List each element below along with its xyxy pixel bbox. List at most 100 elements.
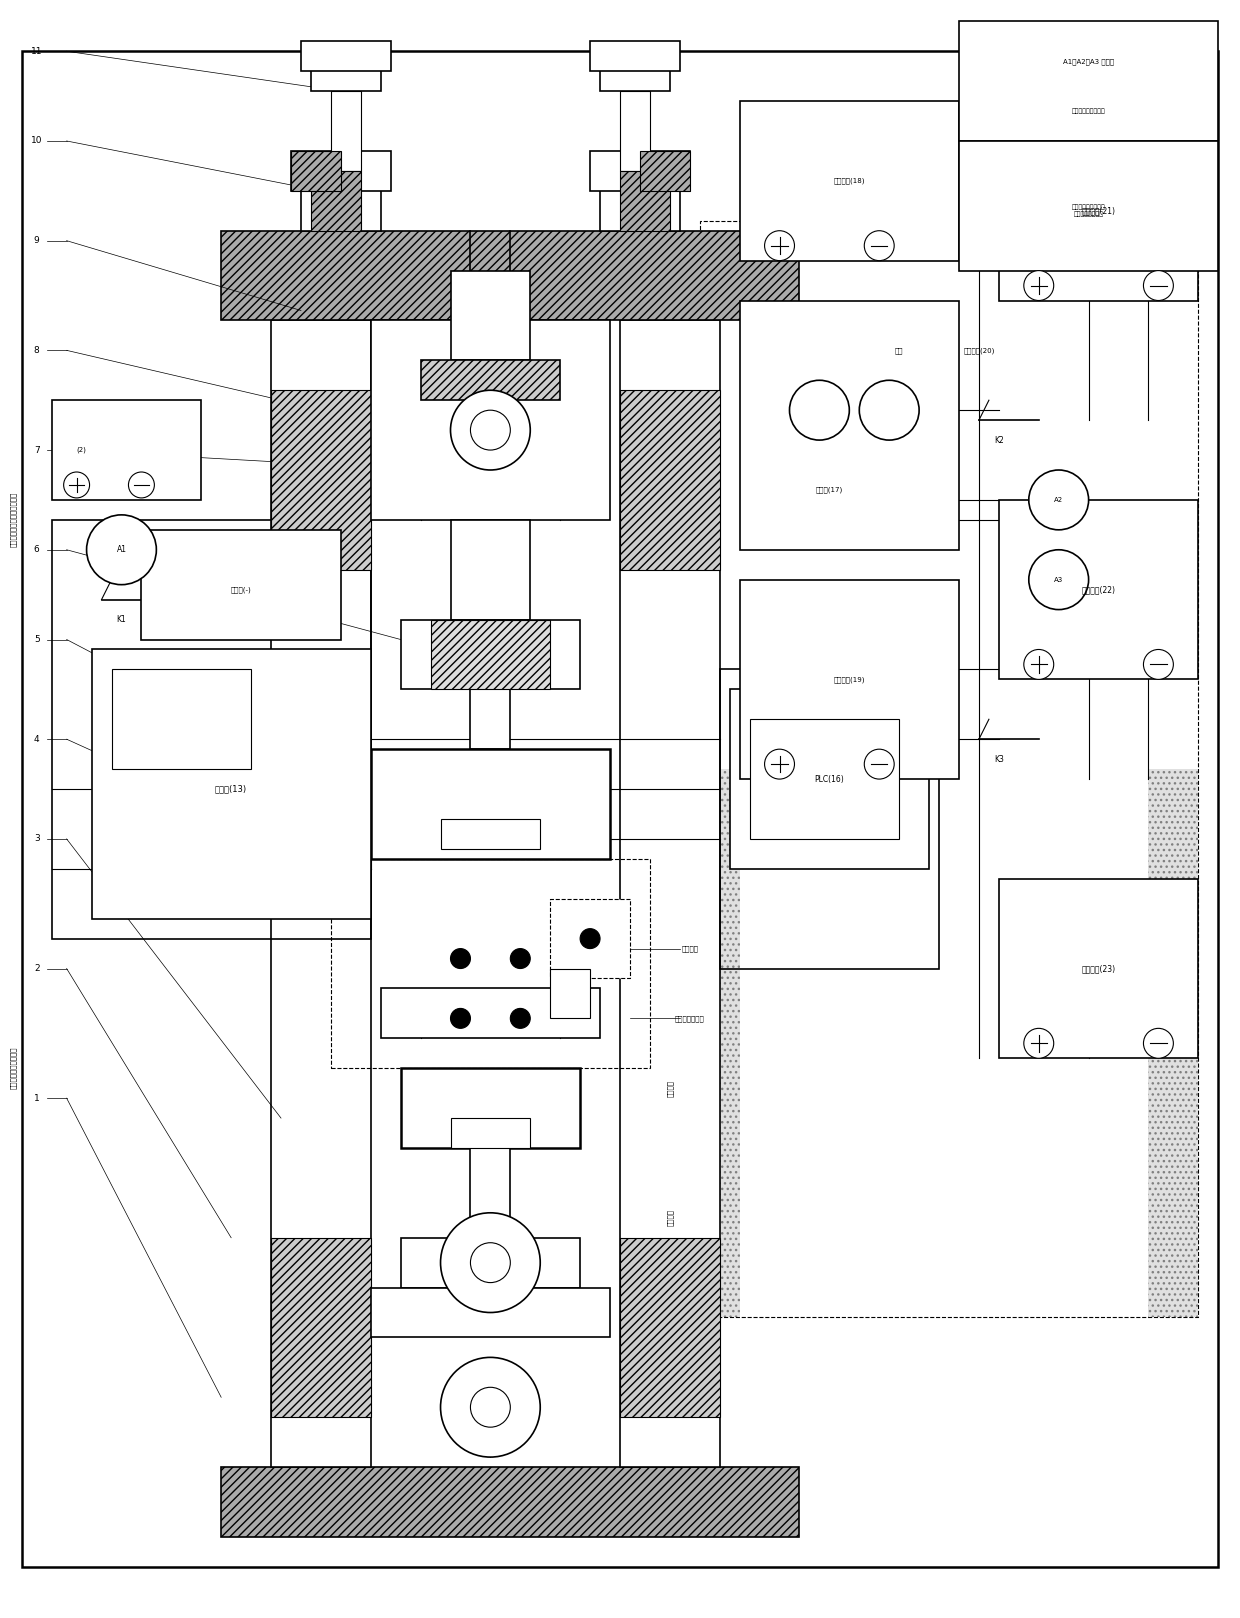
- Bar: [551, 969, 590, 1018]
- Bar: [450, 270, 531, 361]
- Bar: [430, 620, 551, 689]
- Circle shape: [765, 749, 795, 780]
- Bar: [999, 121, 1198, 301]
- Bar: [141, 529, 341, 639]
- Bar: [470, 689, 511, 749]
- Bar: [699, 220, 1198, 1317]
- Circle shape: [450, 390, 531, 469]
- Circle shape: [580, 929, 600, 948]
- Circle shape: [1143, 270, 1173, 301]
- Text: 土壤介质: 土壤介质: [667, 1079, 673, 1097]
- Text: A3: A3: [1054, 576, 1064, 582]
- Text: 直流电源(21): 直流电源(21): [1081, 205, 1116, 215]
- Text: (2): (2): [77, 447, 87, 453]
- Bar: [291, 150, 341, 191]
- Bar: [959, 21, 1218, 141]
- Bar: [221, 1468, 800, 1537]
- Bar: [739, 301, 959, 550]
- Text: 9: 9: [33, 236, 40, 246]
- Text: 土壤介质: 土壤介质: [667, 1209, 673, 1226]
- Text: A2: A2: [1054, 497, 1063, 503]
- Bar: [450, 519, 531, 620]
- Bar: [750, 720, 899, 838]
- Bar: [999, 500, 1198, 680]
- Text: 8: 8: [33, 346, 40, 354]
- Bar: [272, 390, 371, 570]
- Text: A1、A2、A3 电流表: A1、A2、A3 电流表: [1063, 58, 1115, 65]
- Circle shape: [440, 1214, 541, 1312]
- Circle shape: [511, 948, 531, 969]
- Circle shape: [1029, 469, 1089, 529]
- Bar: [381, 989, 600, 1039]
- Bar: [221, 231, 800, 320]
- Bar: [311, 52, 381, 91]
- Text: 腐蚀槽(17): 腐蚀槽(17): [816, 487, 843, 493]
- Text: 工作电极: 工作电极: [681, 945, 698, 951]
- Bar: [640, 150, 689, 191]
- Bar: [401, 620, 580, 689]
- Bar: [272, 320, 371, 1468]
- Circle shape: [1143, 649, 1173, 680]
- Text: 杂散电流腐蚀测试系统: 杂散电流腐蚀测试系统: [10, 1047, 17, 1089]
- Circle shape: [864, 749, 894, 780]
- Text: K3: K3: [994, 754, 1004, 764]
- Bar: [739, 579, 959, 780]
- Bar: [311, 172, 361, 231]
- Bar: [959, 141, 1218, 270]
- Bar: [420, 361, 560, 400]
- Text: 6: 6: [33, 545, 40, 555]
- Circle shape: [864, 231, 894, 260]
- Text: 参比电极(19): 参比电极(19): [833, 676, 866, 683]
- Text: 电量仪(13): 电量仪(13): [215, 785, 247, 793]
- Bar: [620, 1238, 719, 1417]
- Bar: [470, 1149, 511, 1238]
- Circle shape: [790, 380, 849, 440]
- Bar: [301, 42, 391, 71]
- Bar: [331, 91, 361, 172]
- Circle shape: [470, 1243, 511, 1283]
- Text: 2: 2: [33, 964, 40, 972]
- Bar: [371, 749, 610, 859]
- Bar: [371, 320, 610, 519]
- Text: 辅助电极(18): 辅助电极(18): [833, 178, 866, 184]
- Bar: [620, 172, 670, 231]
- Bar: [401, 1238, 580, 1288]
- Bar: [590, 42, 680, 71]
- Bar: [401, 1068, 580, 1149]
- Text: 4: 4: [33, 735, 40, 744]
- Text: 工作电极传感器: 工作电极传感器: [675, 1014, 704, 1021]
- Circle shape: [87, 515, 156, 584]
- Bar: [52, 400, 201, 500]
- Circle shape: [859, 380, 919, 440]
- Bar: [301, 172, 381, 231]
- Text: 11: 11: [31, 47, 42, 55]
- Circle shape: [63, 472, 89, 498]
- Text: 拉伸应力作用下埋地
钢质管道杂散电流: 拉伸应力作用下埋地 钢质管道杂散电流: [1071, 204, 1106, 217]
- Circle shape: [511, 1008, 531, 1029]
- Circle shape: [450, 948, 470, 969]
- Text: 1: 1: [33, 1094, 40, 1102]
- Bar: [272, 1238, 371, 1417]
- Bar: [620, 390, 719, 570]
- Text: 调节仪(-): 调节仪(-): [231, 586, 252, 592]
- Circle shape: [1029, 550, 1089, 610]
- Circle shape: [470, 1387, 511, 1427]
- Text: 辅助阳极(20): 辅助阳极(20): [963, 346, 994, 354]
- Bar: [291, 150, 391, 191]
- Bar: [371, 1288, 610, 1338]
- Text: 拉伸应力作用下埋地钢质管道: 拉伸应力作用下埋地钢质管道: [10, 492, 17, 547]
- Text: A1: A1: [117, 545, 126, 555]
- Circle shape: [1143, 1029, 1173, 1058]
- Bar: [620, 320, 719, 1468]
- Bar: [551, 898, 630, 979]
- Bar: [699, 769, 739, 1317]
- Bar: [1148, 769, 1198, 1317]
- Circle shape: [440, 1358, 541, 1458]
- Circle shape: [450, 1008, 470, 1029]
- Text: 7: 7: [33, 445, 40, 455]
- Bar: [739, 100, 959, 260]
- Bar: [440, 819, 541, 849]
- Bar: [112, 670, 250, 769]
- Circle shape: [1024, 270, 1054, 301]
- Text: K1: K1: [117, 615, 126, 625]
